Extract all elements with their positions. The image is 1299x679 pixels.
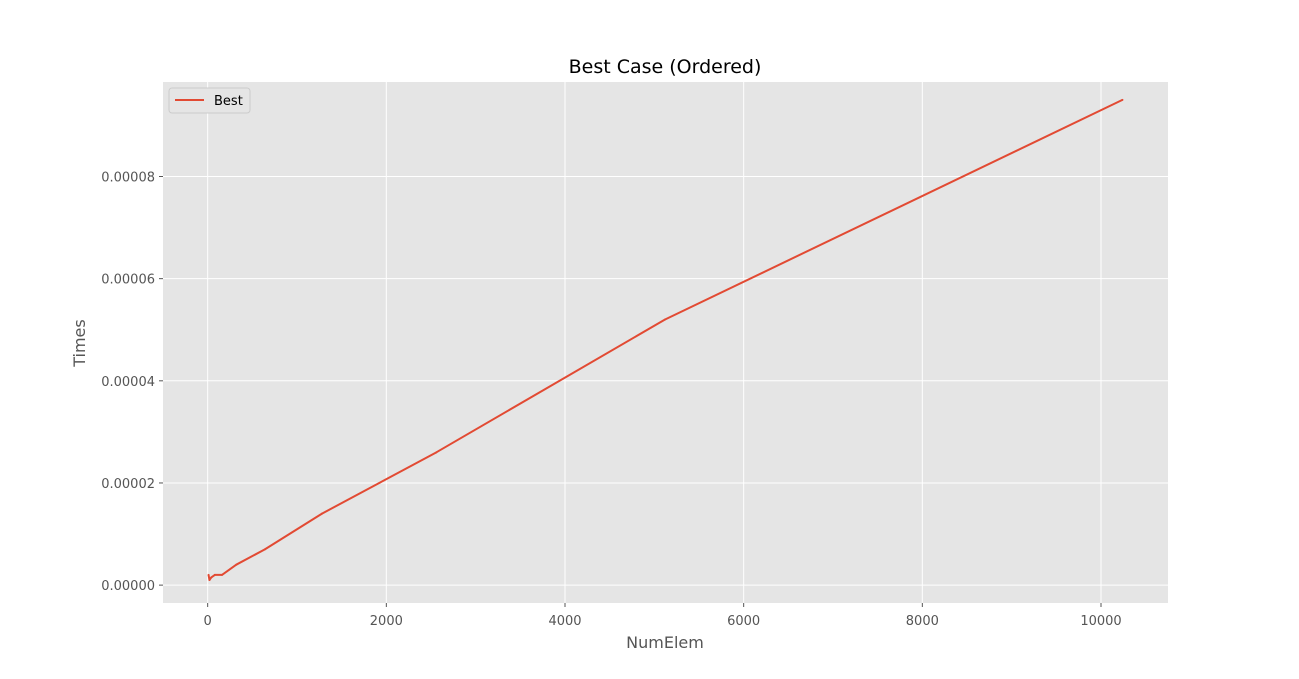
- data-point: [435, 451, 438, 454]
- x-tick-label: 0: [204, 614, 212, 629]
- data-point: [235, 563, 238, 566]
- y-axis: 0.00000 0.00002 0.00004 0.00006 0.00008: [101, 170, 163, 594]
- y-tick-label: 0.00002: [101, 477, 155, 492]
- data-point: [207, 573, 210, 576]
- x-tick-label: 6000: [727, 614, 760, 629]
- y-tick-label: 0.00006: [101, 273, 155, 288]
- data-point: [208, 579, 211, 582]
- x-tick-label: 8000: [906, 614, 939, 629]
- data-point: [213, 573, 216, 576]
- legend: Best: [168, 87, 251, 114]
- y-tick-label: 0.00000: [101, 579, 155, 594]
- y-axis-label: Times: [70, 319, 89, 368]
- y-tick-label: 0.00008: [101, 170, 155, 185]
- data-point: [1121, 98, 1124, 101]
- plot-area: [163, 82, 1168, 603]
- data-point: [220, 573, 223, 576]
- data-point: [263, 548, 266, 551]
- x-tick-label: 4000: [548, 614, 581, 629]
- grid: [163, 82, 1168, 603]
- x-tick-label: 10000: [1080, 614, 1121, 629]
- data-point: [321, 512, 324, 515]
- legend-box: [168, 87, 251, 114]
- legend-label-best: Best: [214, 94, 243, 109]
- data-point: [210, 576, 213, 579]
- x-tick-label: 2000: [370, 614, 403, 629]
- x-axis-label: NumElem: [626, 633, 704, 652]
- data-point: [664, 318, 667, 321]
- x-axis: 0 2000 4000 6000 8000 10000: [204, 603, 1122, 629]
- chart-title: Best Case (Ordered): [569, 56, 762, 78]
- y-tick-label: 0.00004: [101, 375, 155, 390]
- series-layer: [207, 98, 1124, 582]
